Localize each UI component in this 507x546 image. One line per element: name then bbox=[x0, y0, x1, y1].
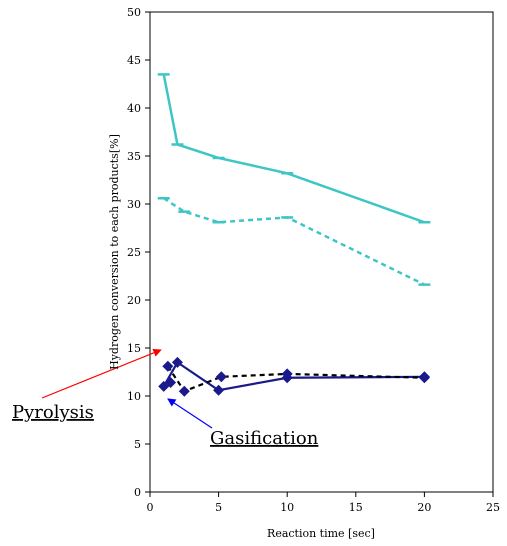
x-tick-label: 0 bbox=[147, 501, 154, 514]
series-1 bbox=[158, 74, 431, 222]
y-tick-label: 10 bbox=[127, 390, 141, 403]
x-tick-label: 15 bbox=[349, 501, 363, 514]
plot-area bbox=[150, 12, 493, 492]
pyrolysis-label: Pyrolysis bbox=[12, 402, 94, 423]
x-axis-label: Reaction time [sec] bbox=[267, 527, 375, 540]
series-2 bbox=[158, 198, 431, 284]
y-tick-label: 15 bbox=[127, 342, 141, 355]
y-axis-ticks: 0 5 10 15 20 25 30 35 40 45 50 bbox=[127, 6, 150, 499]
y-tick-label: 50 bbox=[127, 6, 141, 19]
x-tick-label: 10 bbox=[280, 501, 294, 514]
x-tick-label: 5 bbox=[215, 501, 222, 514]
y-tick-label: 30 bbox=[127, 198, 141, 211]
x-tick-label: 20 bbox=[417, 501, 431, 514]
gasification-arrow bbox=[168, 399, 212, 428]
y-tick-label: 25 bbox=[127, 246, 141, 259]
pyrolysis-arrow bbox=[42, 350, 161, 398]
series-layer bbox=[158, 74, 431, 396]
y-tick-label: 45 bbox=[127, 54, 141, 67]
x-axis-ticks: 0 5 10 15 20 25 bbox=[147, 492, 501, 514]
gasification-label: Gasification bbox=[210, 428, 319, 449]
data-point bbox=[419, 372, 430, 383]
series-line bbox=[164, 362, 425, 390]
y-tick-label: 35 bbox=[127, 150, 141, 163]
series-line bbox=[164, 74, 425, 222]
x-tick-label: 25 bbox=[486, 501, 500, 514]
y-axis-label: Hydrogen conversion to each products[%] bbox=[108, 134, 121, 370]
y-tick-label: 5 bbox=[134, 438, 141, 451]
y-tick-label: 0 bbox=[134, 486, 141, 499]
y-tick-label: 20 bbox=[127, 294, 141, 307]
data-point bbox=[162, 361, 173, 372]
y-tick-label: 40 bbox=[127, 102, 141, 115]
data-point bbox=[216, 371, 227, 382]
data-point bbox=[179, 386, 190, 397]
series-line bbox=[164, 198, 425, 284]
